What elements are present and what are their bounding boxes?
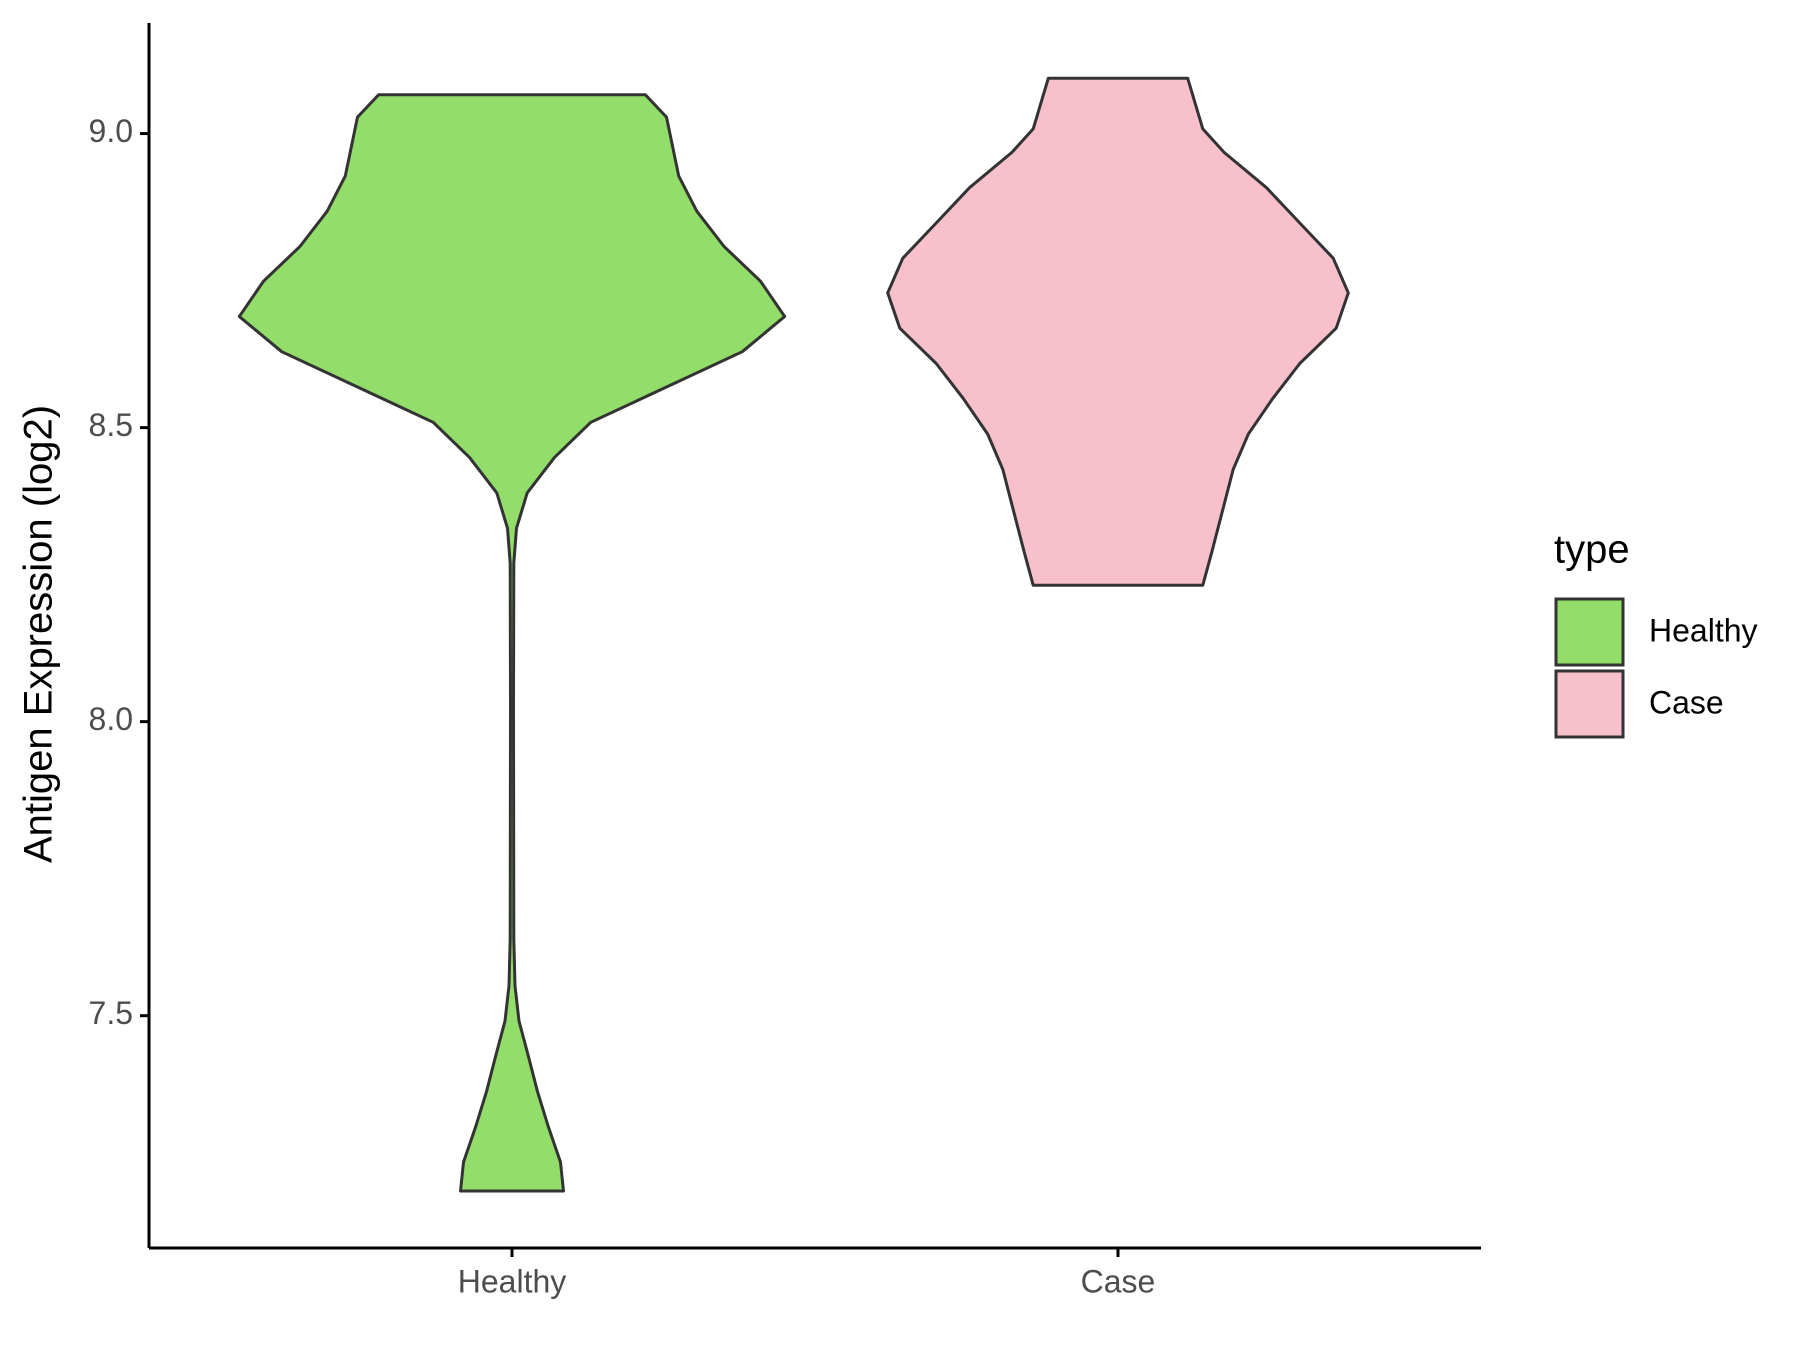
legend-label: Case: [1649, 684, 1724, 720]
y-axis-title: Antigen Expression (log2): [17, 405, 61, 863]
legend-key: [1554, 597, 1625, 667]
legend-label: Healthy: [1649, 612, 1758, 648]
y-tick-label: 9.0: [89, 113, 133, 149]
legend-key: [1554, 669, 1625, 739]
y-tick-label: 7.5: [89, 995, 133, 1031]
x-tick-label: Case: [1081, 1263, 1156, 1299]
violin: [237, 93, 787, 1193]
x-tick-label: Healthy: [458, 1263, 567, 1299]
y-tick-label: 8.0: [89, 701, 133, 737]
violin: [886, 76, 1350, 587]
legend-title: type: [1554, 528, 1630, 572]
y-tick-label: 8.5: [89, 407, 133, 443]
